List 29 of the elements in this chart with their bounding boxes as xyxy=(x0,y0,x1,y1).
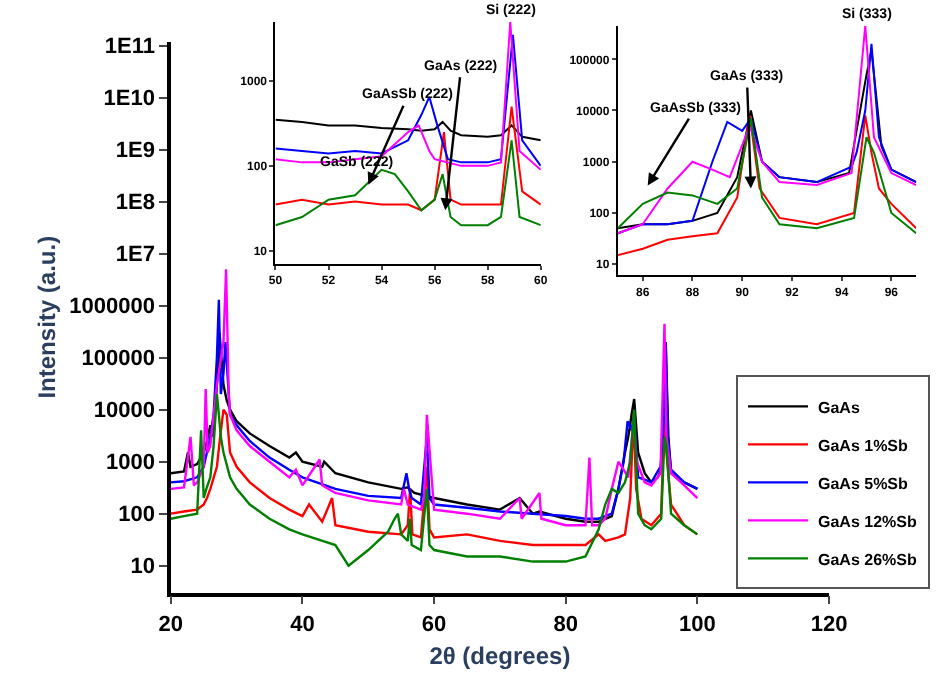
y-tick-label: 1E10 xyxy=(103,87,155,112)
y-tick-label: 1000000 xyxy=(69,295,155,320)
y-tick-label: 1E7 xyxy=(115,243,155,268)
y-tick-label: 1E11 xyxy=(104,35,155,60)
legend-label: GaAs 1%Sb xyxy=(818,436,909,455)
line-series xyxy=(170,392,699,567)
line-series xyxy=(617,117,917,235)
x-tick-label: 80 xyxy=(553,612,578,637)
x-tick-label: 100 xyxy=(679,612,716,637)
y-tick-label: 10000 xyxy=(93,399,155,424)
x-tick-label: 20 xyxy=(158,612,184,637)
y-tick-label: 1000 xyxy=(105,451,155,476)
y-tick-label: 1E8 xyxy=(115,191,155,216)
x-axis-title: 2θ (degrees) xyxy=(429,641,571,670)
line-series xyxy=(617,114,917,257)
x-tick-label: 120 xyxy=(810,612,848,637)
x-tick-label: 60 xyxy=(421,612,447,637)
legend-label: GaAs 12%Sb xyxy=(818,512,917,531)
legend-label: GaAs 5%Sb xyxy=(818,474,909,493)
line-series xyxy=(275,105,541,212)
legend-label: GaAs xyxy=(818,398,861,417)
legend-label: GaAs 26%Sb xyxy=(818,550,917,569)
y-tick-label: 100 xyxy=(118,503,155,528)
x-tick-label: 40 xyxy=(290,612,315,637)
y-tick-label: 100000 xyxy=(81,347,155,372)
y-axis-title: Intensity (a.u.) xyxy=(32,235,61,399)
line-series xyxy=(275,139,541,227)
y-tick-label: 10 xyxy=(130,555,155,580)
y-tick-label: 1E9 xyxy=(115,139,155,164)
